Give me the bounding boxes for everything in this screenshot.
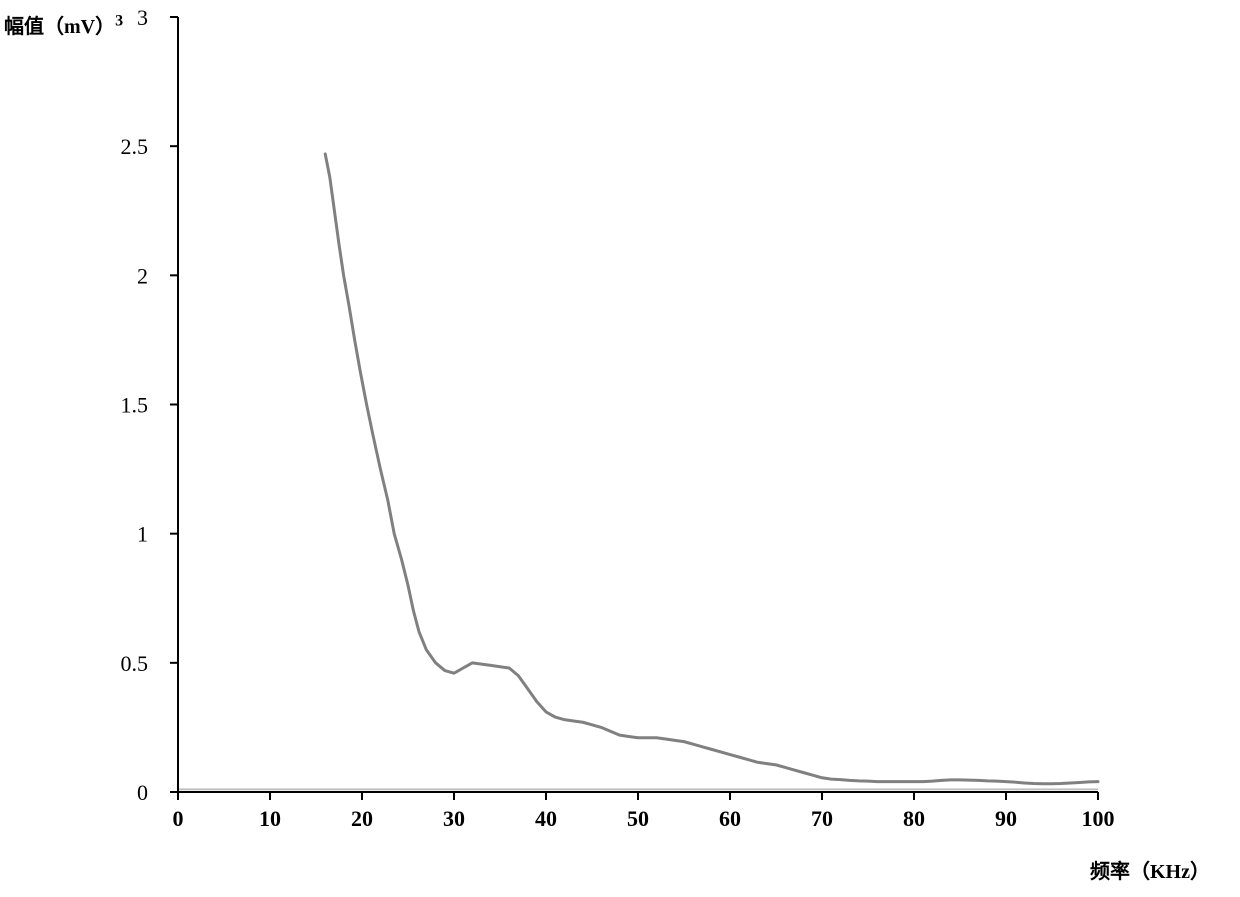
x-tick-label: 60 [719,806,741,831]
x-tick-label: 0 [173,806,184,831]
x-tick-label: 100 [1082,806,1115,831]
x-tick-label: 90 [995,806,1017,831]
x-tick-label: 40 [535,806,557,831]
y-tick-label: 1.5 [121,393,149,418]
y-axis-label-main: 幅值（mV） [4,16,115,38]
y-tick-label: 3 [137,5,148,30]
y-tick-label: 2.5 [121,134,149,159]
x-tick-label: 10 [259,806,281,831]
y-tick-label: 2 [137,263,148,288]
x-tick-label: 50 [627,806,649,831]
x-axis-label-text: 频率（KHz） [1090,861,1210,883]
x-tick-label: 70 [811,806,833,831]
y-axis-label: 幅值（mV）3 [4,10,123,39]
y-tick-label: 0.5 [121,651,149,676]
chart-svg: 00.511.522.530102030405060708090100 [0,0,1240,897]
y-tick-label: 1 [137,522,148,547]
y-tick-label: 0 [137,780,148,805]
y-axis-label-sup: 3 [115,12,123,29]
x-tick-label: 20 [351,806,373,831]
x-tick-label: 30 [443,806,465,831]
x-tick-label: 80 [903,806,925,831]
chart-container: 幅值（mV）3 频率（KHz） 00.511.522.5301020304050… [0,0,1240,897]
x-axis-label: 频率（KHz） [1090,855,1210,884]
